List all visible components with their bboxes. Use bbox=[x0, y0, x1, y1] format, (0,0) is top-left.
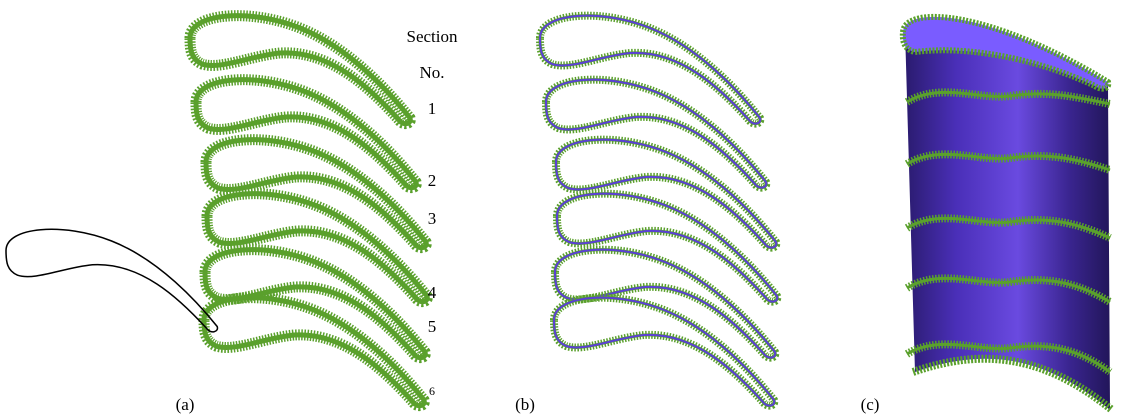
section-number: 4 bbox=[428, 283, 437, 302]
shapes bbox=[190, 16, 777, 406]
section-outline bbox=[540, 16, 760, 124]
fitted-curve bbox=[540, 16, 760, 124]
section-number: 2 bbox=[428, 171, 437, 190]
fitted-curve bbox=[546, 80, 766, 188]
section-number: 1 bbox=[428, 99, 437, 118]
reference-airfoil bbox=[6, 229, 217, 332]
section-hatch bbox=[190, 16, 410, 124]
panel-label: (c) bbox=[861, 395, 880, 414]
panel-label: (b) bbox=[515, 395, 535, 414]
section-hatch bbox=[555, 250, 775, 358]
section-number: 5 bbox=[428, 317, 437, 336]
panel-label: (a) bbox=[176, 395, 195, 414]
section-header: No. bbox=[419, 63, 444, 82]
section-hatch bbox=[546, 80, 766, 188]
section-number: 6 bbox=[429, 384, 435, 398]
figure: Section No. 1 2 3 4 5 6 (a) (b) (c) bbox=[0, 0, 1126, 420]
fitted-curve bbox=[555, 250, 775, 358]
section-outline bbox=[555, 250, 775, 358]
section-header: Section bbox=[407, 27, 458, 46]
section-hatch bbox=[540, 16, 760, 124]
section-number: 3 bbox=[428, 209, 437, 228]
blade-3d bbox=[903, 17, 1110, 410]
section-outline bbox=[546, 80, 766, 188]
